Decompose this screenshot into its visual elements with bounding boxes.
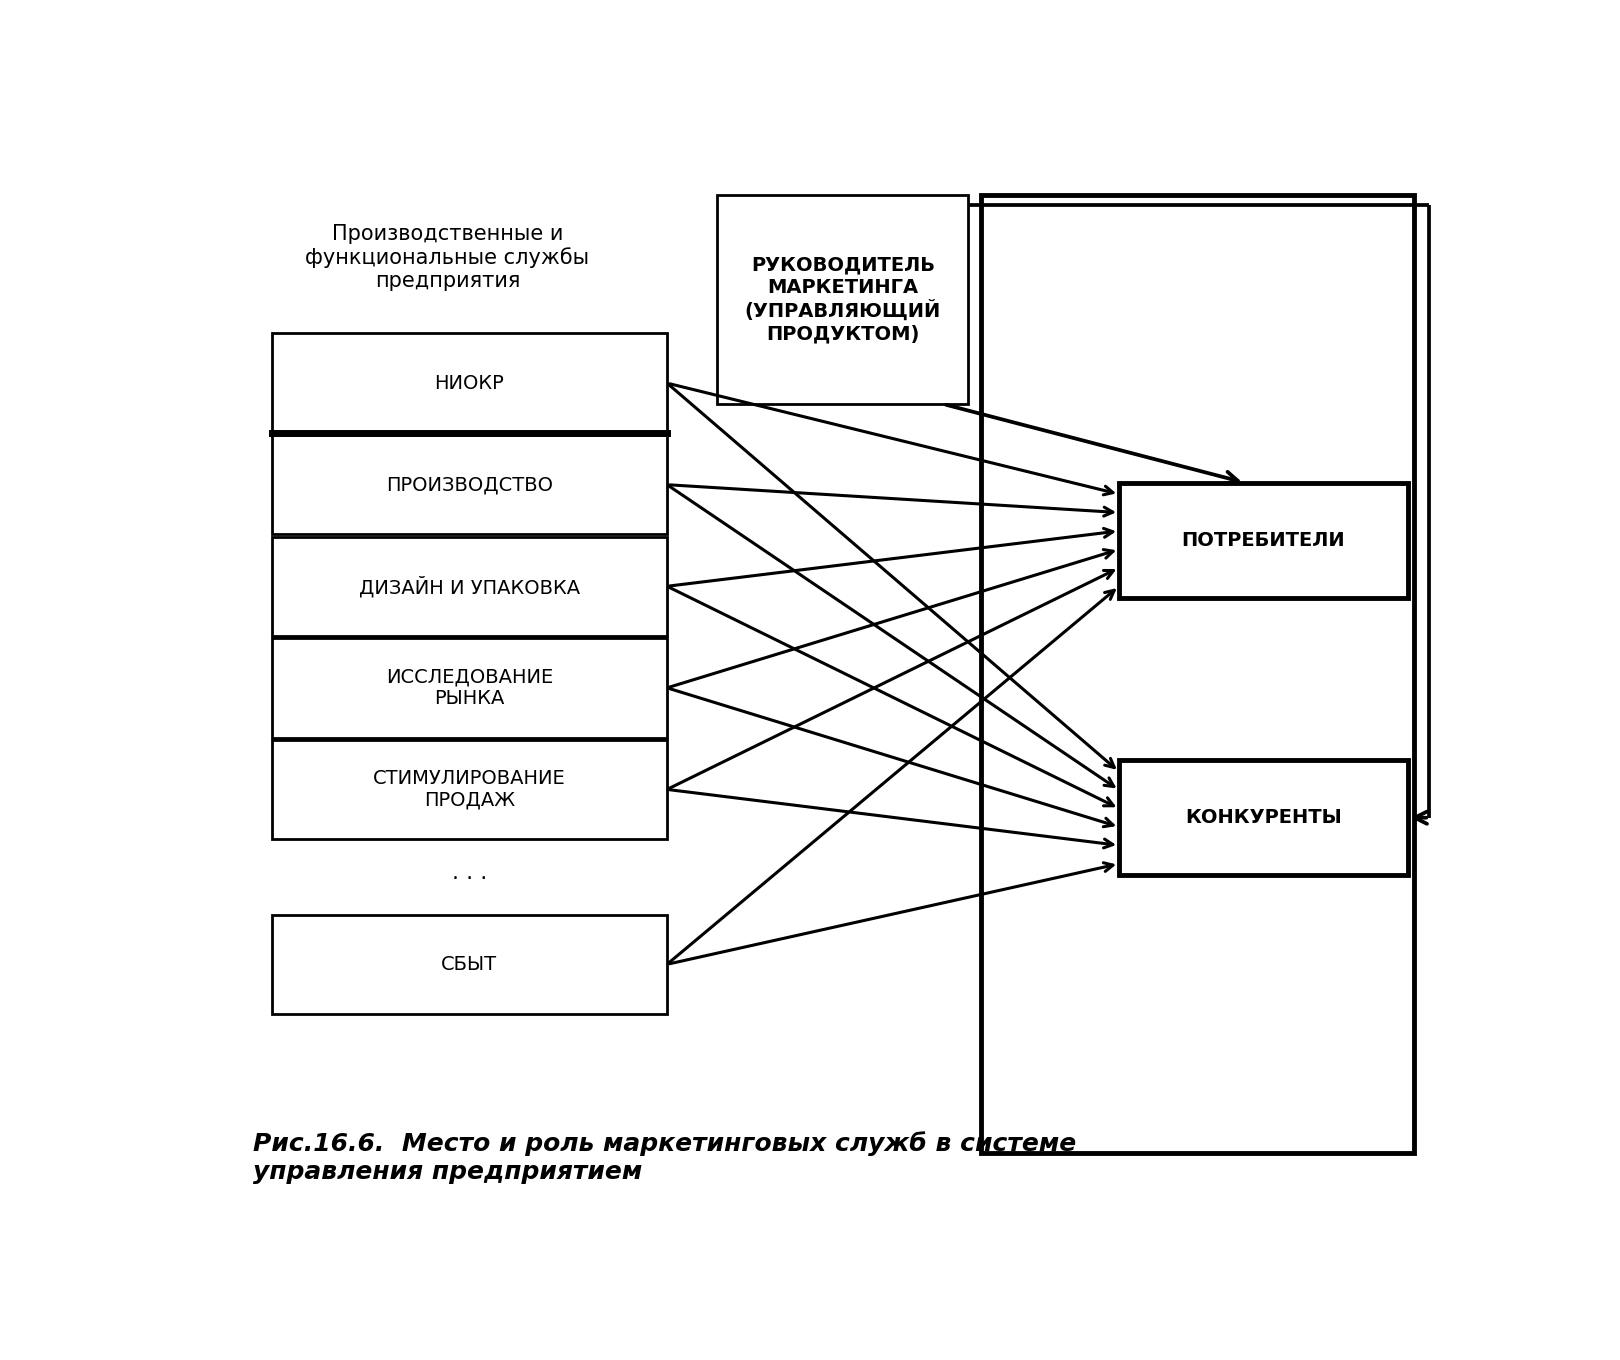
Bar: [272, 435, 667, 534]
Text: Рис.16.6.  Место и роль маркетинговых служб в системе
управления предприятием: Рис.16.6. Место и роль маркетинговых слу…: [253, 1132, 1076, 1185]
Bar: [718, 194, 969, 404]
Text: СБЫТ: СБЫТ: [441, 955, 497, 974]
Bar: [272, 740, 667, 839]
Text: НИОКР: НИОКР: [434, 374, 504, 393]
Bar: [272, 914, 667, 1015]
Text: ДИЗАЙН И УПАКОВКА: ДИЗАЙН И УПАКОВКА: [358, 575, 580, 597]
Bar: [272, 638, 667, 737]
Text: РУКОВОДИТЕЛЬ
МАРКЕТИНГА
(УПРАВЛЯЮЩИЙ
ПРОДУКТОМ): РУКОВОДИТЕЛЬ МАРКЕТИНГА (УПРАВЛЯЮЩИЙ ПРО…: [745, 256, 941, 343]
Text: ИССЛЕДОВАНИЕ
РЫНКА: ИССЛЕДОВАНИЕ РЫНКА: [386, 668, 552, 709]
Text: Производственные и
функциональные службы
предприятия: Производственные и функциональные службы…: [305, 224, 590, 291]
Bar: [1119, 760, 1408, 876]
Bar: [1119, 483, 1408, 598]
Bar: [272, 537, 667, 636]
Text: . . .: . . .: [452, 864, 488, 883]
Text: СТИМУЛИРОВАНИЕ
ПРОДАЖ: СТИМУЛИРОВАНИЕ ПРОДАЖ: [373, 768, 565, 811]
Text: КОНКУРЕНТЫ: КОНКУРЕНТЫ: [1184, 808, 1341, 827]
Bar: [980, 194, 1414, 1153]
Text: ПОТРЕБИТЕЛИ: ПОТРЕБИТЕЛИ: [1181, 530, 1345, 549]
Bar: [272, 333, 667, 432]
Text: ПРОИЗВОДСТВО: ПРОИЗВОДСТВО: [386, 475, 552, 494]
